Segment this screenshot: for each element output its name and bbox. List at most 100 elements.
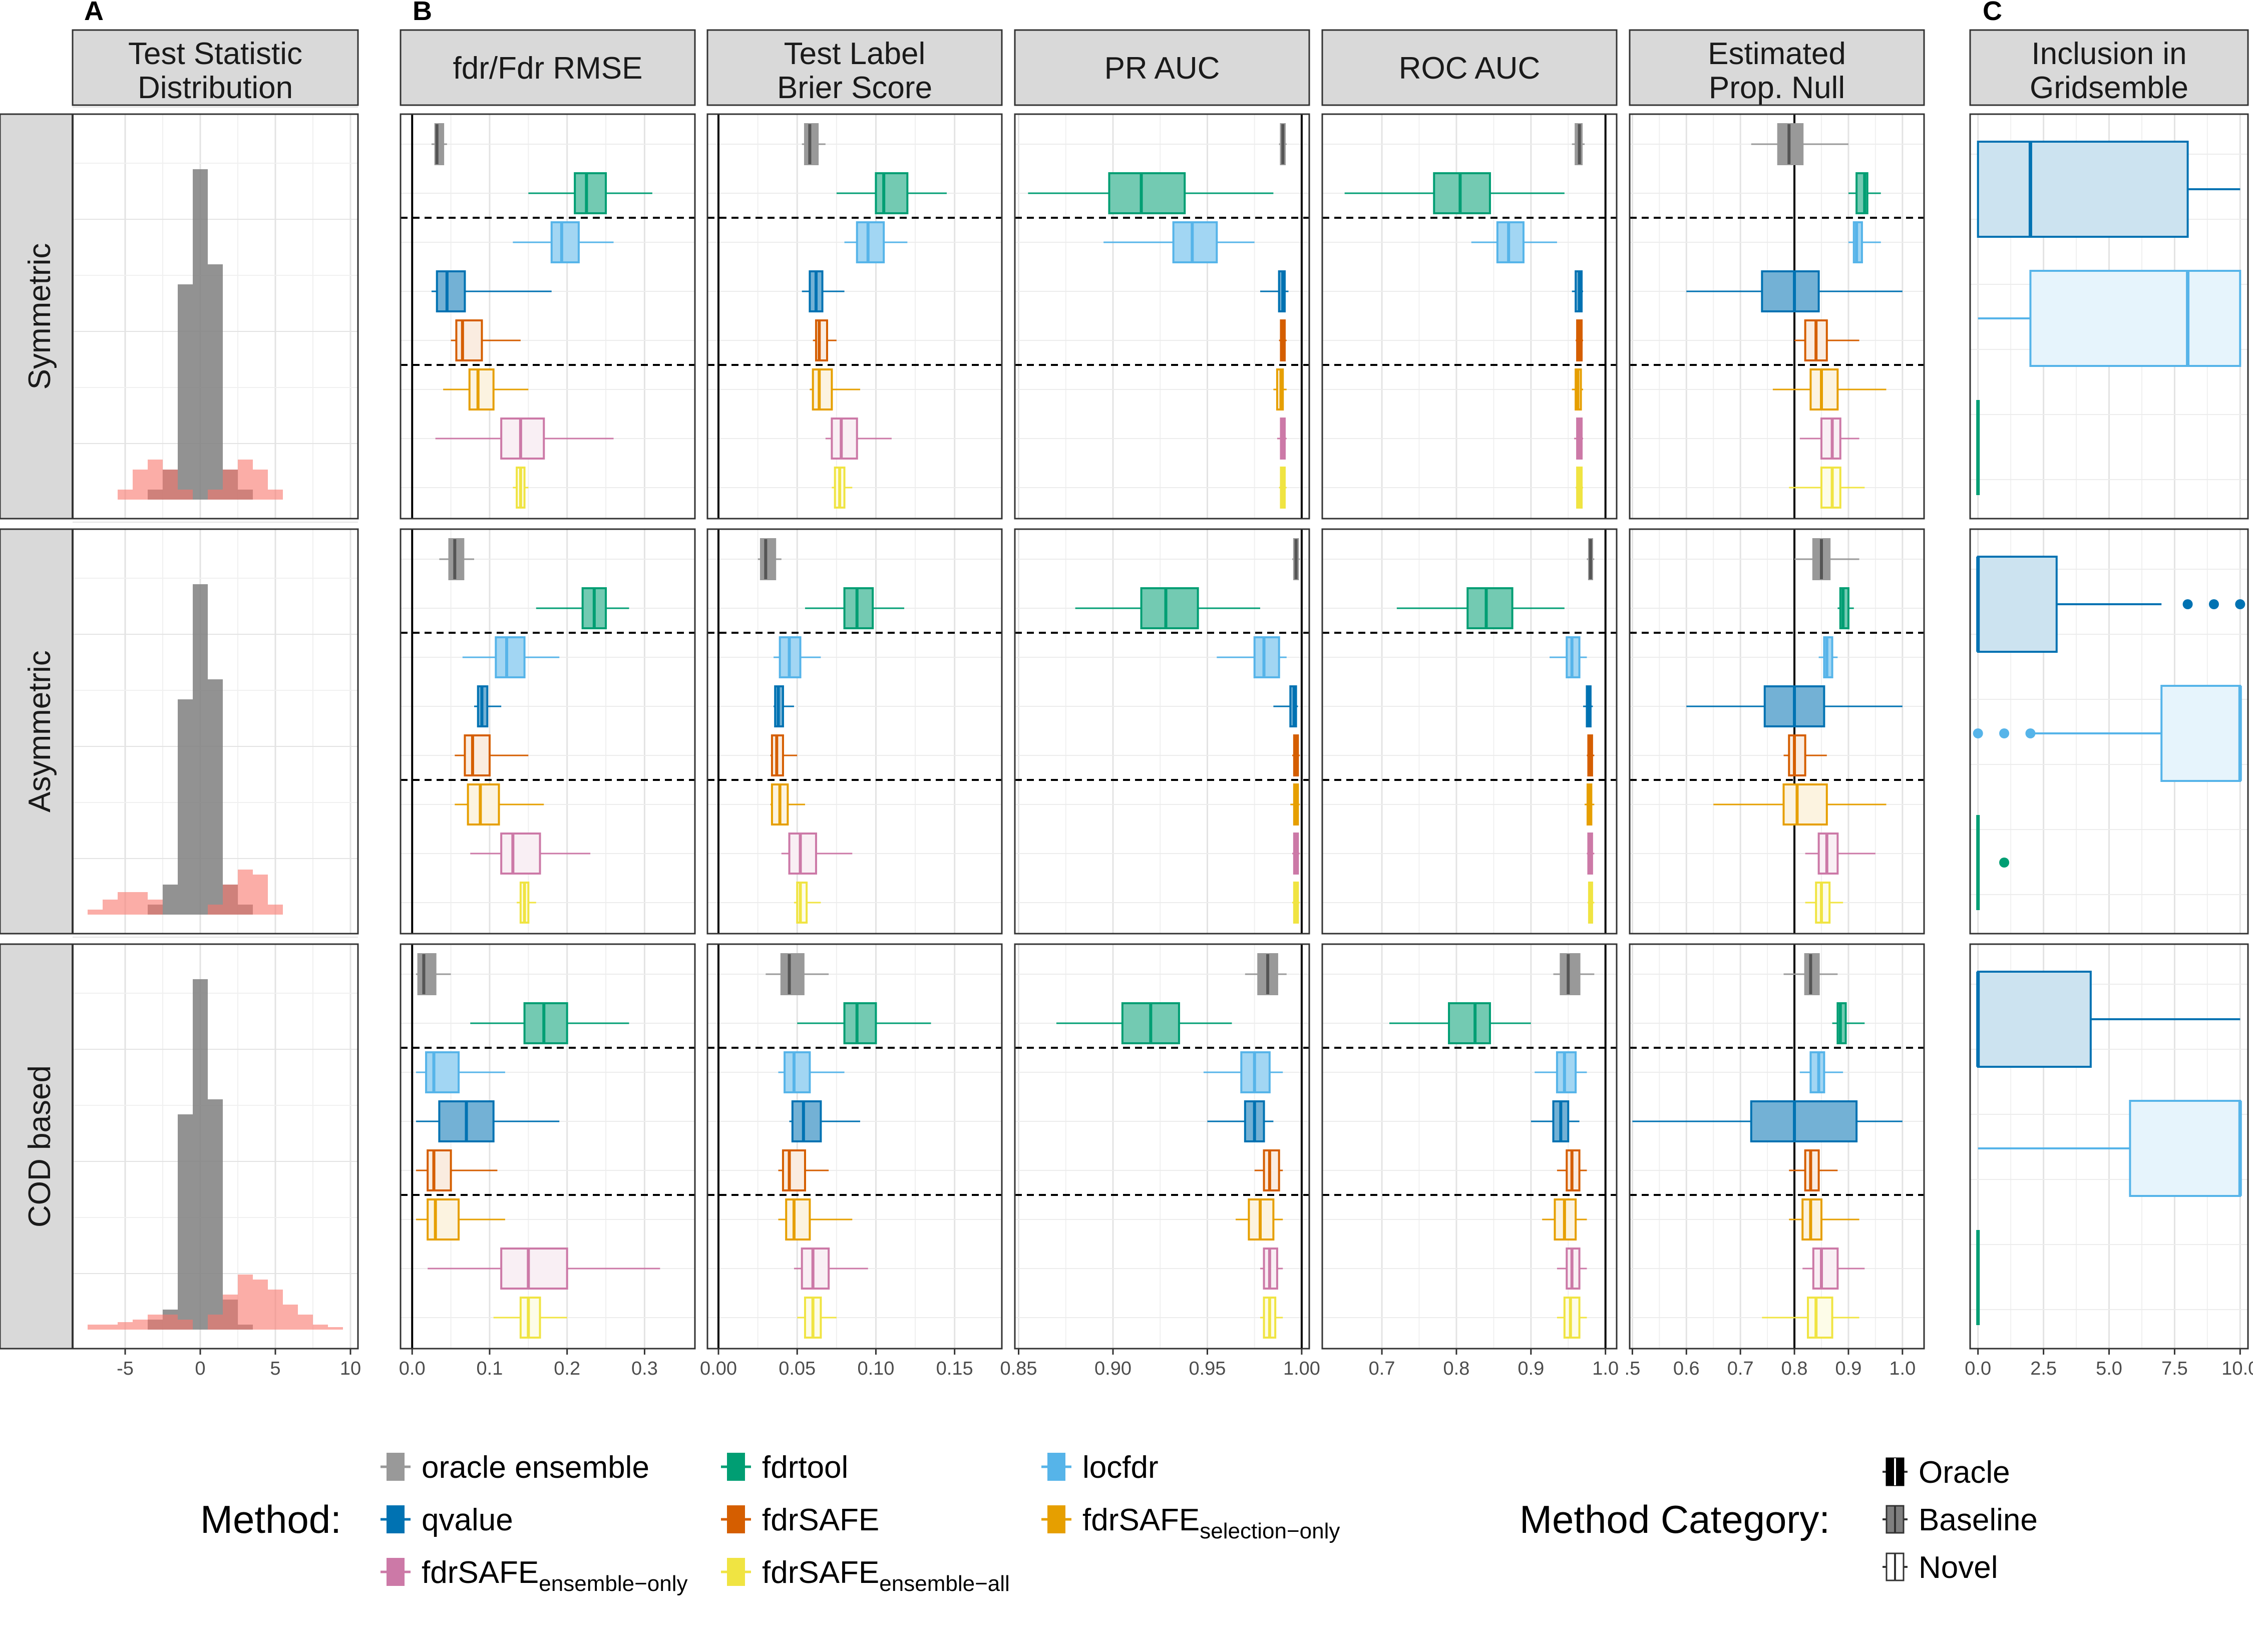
box-fdrSAFE-ensemble-only <box>1260 1248 1283 1290</box>
box-fdrSAFE-ensemble-all <box>1762 1297 1859 1339</box>
box-iqr <box>843 587 874 629</box>
box-iqr <box>1750 1100 1858 1142</box>
box-fdrSAFE <box>1557 1149 1587 1191</box>
legend-key-box <box>387 1453 405 1481</box>
box-oracle-ensemble <box>1794 538 1859 580</box>
box-fdrtool <box>1848 172 1881 214</box>
box-fdrtool <box>1344 172 1565 214</box>
metric-panel-border <box>1014 943 1310 1350</box>
x-tick-label: 1.00 <box>1283 1358 1320 1379</box>
box-fdrtool <box>1028 172 1274 214</box>
metric-x-axis-2: 0.85 0.90 0.95 1.00 <box>1000 1349 1320 1379</box>
legend-method-label: fdrSAFEensemble−only <box>422 1555 688 1596</box>
box-fdrtool <box>1832 1002 1865 1044</box>
box-qvalue <box>1572 270 1584 312</box>
box-fdrSAFE-selection-only <box>416 1198 505 1241</box>
hist-bar-null <box>178 1114 193 1330</box>
outlier-point <box>2025 728 2036 738</box>
box-oracle-ensemble <box>1751 123 1848 165</box>
metric-panel-border <box>1014 113 1310 520</box>
box-fdrSAFE-selection-only <box>1572 368 1584 410</box>
box-oracle-ensemble <box>1572 123 1585 165</box>
box-iqr <box>831 418 858 460</box>
box-oracle-ensemble <box>1279 123 1287 165</box>
box-fdrtool <box>470 1002 629 1044</box>
metric-panel-3-0 <box>1321 113 1618 520</box>
metric-strip-2-text: PR AUC <box>1104 51 1220 86</box>
inclusion-panel-border <box>1969 113 2249 520</box>
metric-panel-0-1 <box>400 528 696 935</box>
box-oracle-ensemble <box>1783 953 1838 995</box>
hist-bar-alt <box>163 470 178 500</box>
hist-bar-alt <box>253 470 268 500</box>
box-locfdr <box>1550 636 1587 678</box>
box-iqr <box>1496 221 1525 263</box>
box-fdrSAFE-selection-only <box>770 783 805 825</box>
hist-bar-null <box>163 885 178 915</box>
row-strip-label: Asymmetric <box>23 650 57 812</box>
box-iqr <box>425 1051 460 1093</box>
legend-category-2: Novel <box>1883 1550 1998 1585</box>
legend-key-box <box>387 1558 405 1586</box>
box-fdrSAFE-ensemble-only <box>1574 418 1584 460</box>
hist-bar-alt <box>208 490 223 500</box>
box-locfdr <box>1799 1051 1843 1093</box>
box-iqr <box>1977 141 2189 238</box>
box-fdrSAFE <box>455 734 529 776</box>
box-fdrSAFE-ensemble-only <box>825 418 892 460</box>
legend-category-1: Baseline <box>1883 1503 2038 1537</box>
legend-method-label: fdrSAFEensemble−all <box>762 1555 1010 1596</box>
legend-method-label: fdrtool <box>762 1450 848 1485</box>
legend-method-label: fdrSAFEselection−only <box>1082 1503 1340 1543</box>
box-iqr <box>500 1248 568 1290</box>
box-fdrSAFE-ensemble-only <box>470 833 591 875</box>
metric-panel-0-0 <box>400 113 696 520</box>
x-tick-label: 0.95 <box>1189 1358 1226 1379</box>
hist-panel-2 <box>72 937 359 1350</box>
box-iqr <box>782 1149 806 1191</box>
metric-panel-1-2 <box>706 943 1003 1350</box>
box-iqr <box>464 734 491 776</box>
metric-panel-2-0 <box>1014 113 1310 520</box>
metric-panel-border <box>400 113 696 520</box>
box-fdrSAFE-ensemble-all <box>797 1297 837 1339</box>
x-tick-label: 0.0 <box>1965 1358 1991 1379</box>
x-tick-label: 0.0 <box>399 1358 426 1379</box>
box-locfdr <box>1535 1051 1587 1093</box>
box-fdrtool <box>805 587 905 629</box>
row-strip-bg <box>0 528 74 935</box>
box-fdrSAFE <box>778 1149 829 1191</box>
box-fdrSAFE-ensemble-all <box>832 467 853 509</box>
box-fdrSAFE-ensemble-all <box>1576 467 1584 509</box>
box-fdrSAFE-ensemble-all <box>1279 467 1287 509</box>
hist-bar-alt <box>148 1315 163 1330</box>
box-iqr <box>785 1198 811 1241</box>
legend-method-subscript: selection−only <box>1200 1519 1340 1543</box>
hist-bar-alt <box>178 490 193 500</box>
box-fdrSAFE-ensemble-all <box>517 882 536 924</box>
metric-panel-1-1 <box>706 528 1003 935</box>
x-tick-label: 7.5 <box>2161 1358 2188 1379</box>
box-iqr <box>1977 556 2058 653</box>
box-iqr <box>1172 221 1218 263</box>
box-iqr <box>1263 1149 1280 1191</box>
legend-key-box <box>727 1505 745 1533</box>
x-tick-label: 5 <box>270 1358 280 1379</box>
hist-bar-alt <box>163 1315 178 1330</box>
panel-c-strip-text-line1: Inclusion in <box>2031 37 2186 71</box>
metric-panel-border <box>706 943 1003 1350</box>
row-strip-bg <box>0 113 74 520</box>
box-oracle-ensemble <box>416 953 451 995</box>
inclusion-box-qvalue <box>1976 556 2245 653</box>
box-fdrtool <box>836 172 947 214</box>
x-tick-label: 0.6 <box>1673 1358 1700 1379</box>
legend-method-name: fdrtool <box>762 1450 848 1485</box>
box-iqr <box>760 538 777 580</box>
legend-method-label: fdrSAFE <box>762 1503 879 1537</box>
box-qvalue <box>1632 1100 1903 1142</box>
legend-method-name: fdrSAFE <box>1082 1503 1200 1537</box>
metric-x-axis-1: 0.00 0.05 0.10 0.15 <box>700 1349 973 1379</box>
box-iqr <box>550 221 580 263</box>
